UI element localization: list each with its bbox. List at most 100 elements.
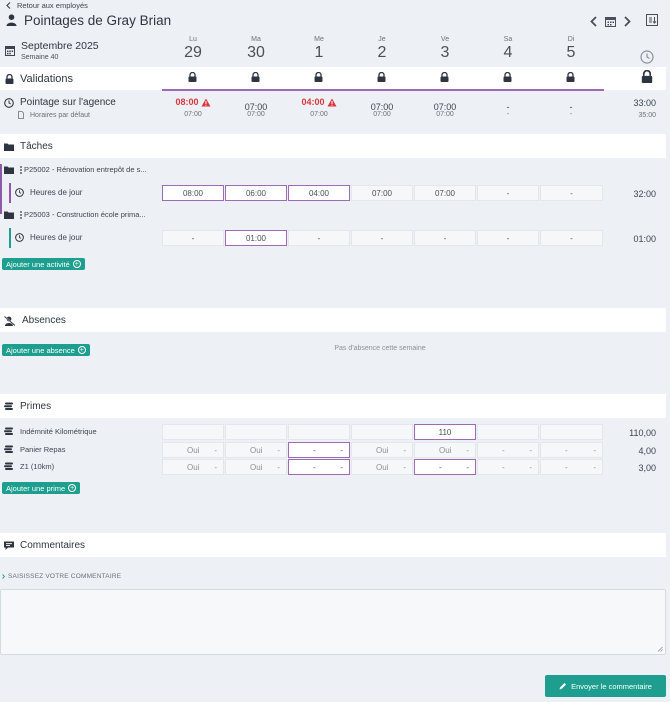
pointage-title: Pointage sur l'agence [20, 97, 116, 108]
prime-select-cell[interactable]: Oui - [225, 459, 287, 475]
clock-icon [640, 50, 654, 64]
prime-input-cell[interactable] [540, 424, 603, 440]
prime-input-cell[interactable] [351, 424, 413, 440]
comment-icon [4, 541, 14, 550]
prime-select-cell[interactable]: -- [540, 459, 603, 475]
comments-title: Commentaires [4, 539, 85, 552]
hours-input-cell[interactable]: - [540, 230, 603, 246]
collapse-icon [646, 14, 658, 26]
add-absence-button[interactable]: Ajouter une absence + [2, 344, 90, 356]
day-lock-button[interactable] [377, 72, 386, 82]
prime-select-cell[interactable]: Oui - [162, 442, 224, 458]
prime-select-cell[interactable]: -- [288, 442, 350, 458]
day-number: 4 [503, 44, 513, 61]
prime-select-cell[interactable]: Oui - [414, 442, 476, 458]
hours-input-cell[interactable]: - [288, 230, 350, 246]
calendar-picker-button[interactable] [603, 14, 617, 28]
day-column-header[interactable]: Je 2 [351, 36, 413, 62]
day-lock-button[interactable] [566, 72, 575, 82]
prime-select-cell[interactable]: -- [540, 442, 603, 458]
day-lock-button[interactable] [251, 72, 260, 82]
pointage-default-cell: 07:00 [436, 111, 454, 118]
prime-select-cell[interactable]: -- [288, 459, 350, 475]
hours-input-cell[interactable]: 08:00 [162, 185, 224, 201]
coins-icon [4, 462, 14, 471]
prime-select-cell[interactable]: Oui - [162, 459, 224, 475]
pointage-value-cell[interactable]: 08:00 [162, 97, 224, 107]
drag-handle-icon[interactable] [20, 210, 22, 219]
week-lock-button[interactable] [641, 70, 653, 83]
pointage-default-cell: 07:00 [247, 111, 265, 118]
prime-input-cell[interactable]: 110 [414, 424, 476, 440]
add-activity-button[interactable]: Ajouter une activité + [2, 258, 85, 270]
day-lock-button[interactable] [503, 72, 512, 82]
comments-band [0, 533, 666, 557]
prime-select-cell[interactable]: Oui - [351, 442, 413, 458]
pointage-value-cell[interactable]: 07:00 [433, 102, 457, 112]
hours-input-cell[interactable]: 01:00 [225, 230, 287, 246]
day-column-header[interactable]: Me 1 [288, 36, 350, 62]
hours-input-cell[interactable]: - [351, 230, 413, 246]
prime-input-cell[interactable] [288, 424, 350, 440]
hours-input-cell[interactable]: - [414, 230, 476, 246]
pointage-default-cell: - [569, 111, 573, 118]
send-comment-button[interactable]: Envoyer le commentaire [545, 675, 666, 697]
hours-input-cell[interactable]: - [477, 230, 539, 246]
hours-input-cell[interactable]: - [540, 185, 603, 201]
prime-input-cell[interactable] [477, 424, 539, 440]
prime-select-cell[interactable]: -- [477, 459, 539, 475]
project-header[interactable]: P25003 - Construction école prima... [4, 210, 146, 219]
day-lock-button[interactable] [188, 72, 197, 82]
comment-textarea[interactable] [0, 589, 666, 655]
day-lock-button[interactable] [440, 72, 449, 82]
back-link-label: Retour aux employés [17, 0, 88, 10]
day-column-header[interactable]: Di 5 [540, 36, 602, 62]
add-prime-button[interactable]: Ajouter une prime + [2, 482, 81, 494]
day-number: 1 [314, 44, 324, 61]
week-number: Semaine 40 [21, 54, 59, 61]
prime-row-label: Indémnité Kilométrique [4, 427, 97, 436]
expand-toggle-button[interactable] [645, 13, 659, 27]
pointage-value-cell[interactable]: 07:00 [244, 102, 268, 112]
folder-icon [4, 166, 14, 174]
prime-input-cell[interactable] [162, 424, 224, 440]
coins-icon [4, 445, 14, 454]
pointage-value-cell[interactable]: 07:00 [370, 102, 394, 112]
pointage-value-cell[interactable]: - [506, 102, 510, 112]
hours-input-cell[interactable]: - [162, 230, 224, 246]
pointage-value-cell[interactable]: 04:00 [288, 97, 350, 107]
hours-input-cell[interactable]: 07:00 [414, 185, 476, 201]
resize-handle-icon[interactable] [657, 646, 663, 652]
day-column-header[interactable]: Ve 3 [414, 36, 476, 62]
day-number: 29 [184, 44, 202, 61]
day-column-header[interactable]: Ma 30 [225, 36, 287, 62]
prime-total: 3,00 [638, 463, 656, 473]
lock-icon [314, 72, 323, 82]
hours-input-cell[interactable]: - [477, 185, 539, 201]
day-lock-button[interactable] [314, 72, 323, 82]
project-header[interactable]: P25002 - Rénovation entrepôt de s... [4, 165, 147, 174]
prime-select-cell[interactable]: -- [414, 459, 476, 475]
user-icon [6, 14, 17, 26]
hours-input-cell[interactable]: 07:00 [351, 185, 413, 201]
hours-input-cell[interactable]: 04:00 [288, 185, 350, 201]
activity-label: Heures de jour [30, 233, 83, 242]
pointage-value-cell[interactable]: - [569, 102, 573, 112]
prime-select-cell[interactable]: -- [477, 442, 539, 458]
drag-handle-icon[interactable] [20, 165, 22, 174]
back-link[interactable]: Retour aux employés [6, 0, 88, 10]
chevron-left-icon [589, 15, 597, 27]
next-week-button[interactable] [622, 14, 632, 28]
prime-select-cell[interactable]: Oui - [351, 459, 413, 475]
prev-week-button[interactable] [588, 14, 598, 28]
pointage-total-default: 35:00 [638, 112, 656, 119]
prime-input-cell[interactable] [225, 424, 287, 440]
lock-icon [377, 72, 386, 82]
page-title-text: Pointages de Gray Brian [24, 12, 172, 28]
hours-input-cell[interactable]: 06:00 [225, 185, 287, 201]
prime-select-cell[interactable]: Oui - [225, 442, 287, 458]
day-column-header[interactable]: Lu 29 [162, 36, 224, 62]
day-column-header[interactable]: Sa 4 [477, 36, 539, 62]
prime-total: 110,00 [629, 428, 656, 438]
day-number: 3 [440, 44, 450, 61]
